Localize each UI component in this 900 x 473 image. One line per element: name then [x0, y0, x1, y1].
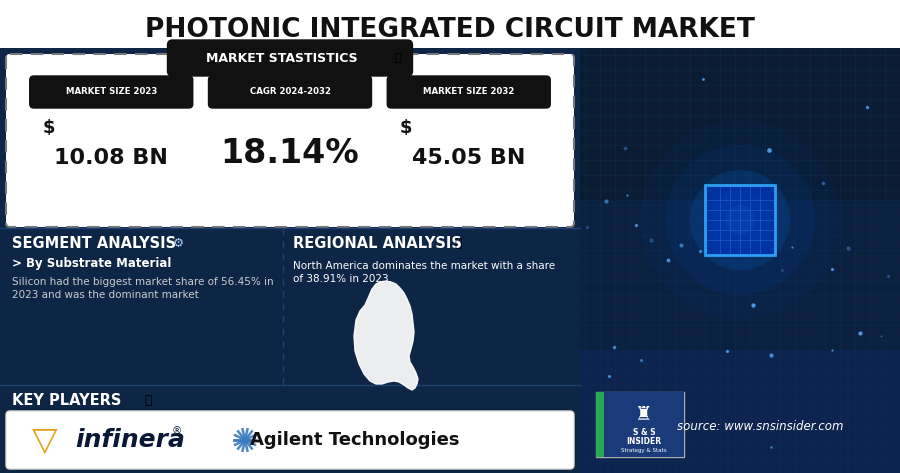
Circle shape [690, 170, 790, 270]
FancyBboxPatch shape [705, 185, 775, 255]
Text: > By Substrate Material: > By Substrate Material [12, 256, 171, 270]
Circle shape [710, 190, 770, 250]
Text: Agilent Technologies: Agilent Technologies [250, 431, 460, 449]
FancyBboxPatch shape [580, 200, 900, 350]
FancyBboxPatch shape [596, 392, 684, 457]
Text: 10.08 BN: 10.08 BN [54, 148, 168, 168]
Text: ♜: ♜ [635, 404, 652, 423]
FancyBboxPatch shape [209, 76, 372, 108]
Text: 📊: 📊 [394, 53, 400, 63]
Text: 45.05 BN: 45.05 BN [412, 148, 526, 168]
Text: Silicon had the biggest market share of 56.45% in: Silicon had the biggest market share of … [12, 277, 274, 287]
Text: source: www.snsinsider.com: source: www.snsinsider.com [677, 420, 843, 433]
FancyBboxPatch shape [580, 48, 900, 473]
FancyBboxPatch shape [596, 392, 604, 457]
Text: North America dominates the market with a share: North America dominates the market with … [293, 261, 555, 271]
Circle shape [725, 205, 755, 235]
Polygon shape [354, 281, 418, 390]
Text: ⚙: ⚙ [173, 236, 184, 249]
Text: CAGR 2024-2032: CAGR 2024-2032 [249, 88, 330, 96]
Text: SEGMENT ANALYSIS: SEGMENT ANALYSIS [12, 236, 176, 251]
FancyBboxPatch shape [30, 76, 193, 108]
Text: S & S: S & S [633, 428, 655, 437]
FancyBboxPatch shape [6, 54, 574, 227]
FancyBboxPatch shape [580, 48, 900, 200]
Text: 🌐: 🌐 [454, 236, 462, 249]
Text: INSIDER: INSIDER [626, 437, 662, 446]
Text: 18.14%: 18.14% [220, 137, 359, 169]
Text: $: $ [42, 119, 55, 137]
FancyBboxPatch shape [387, 76, 550, 108]
Text: MARKET STASTISTICS: MARKET STASTISTICS [206, 52, 358, 64]
Text: KEY PLAYERS: KEY PLAYERS [12, 393, 122, 408]
Text: 👤: 👤 [144, 394, 152, 406]
Circle shape [640, 120, 840, 320]
Text: Strategy & Stats: Strategy & Stats [621, 447, 667, 453]
Text: 2023 and was the dominant market: 2023 and was the dominant market [12, 290, 199, 300]
Text: REGIONAL ANALYSIS: REGIONAL ANALYSIS [293, 236, 462, 251]
Text: MARKET SIZE 2032: MARKET SIZE 2032 [423, 88, 515, 96]
Text: MARKET SIZE 2023: MARKET SIZE 2023 [66, 88, 157, 96]
Text: ®: ® [172, 426, 182, 436]
FancyBboxPatch shape [580, 350, 900, 473]
FancyBboxPatch shape [0, 48, 580, 473]
FancyBboxPatch shape [167, 40, 412, 76]
Text: $: $ [400, 119, 412, 137]
Text: of 38.91% in 2023.: of 38.91% in 2023. [293, 274, 392, 284]
Circle shape [665, 145, 815, 295]
Text: infinera: infinera [75, 428, 184, 452]
FancyBboxPatch shape [6, 411, 574, 469]
Text: ▽: ▽ [32, 423, 58, 456]
FancyBboxPatch shape [604, 392, 684, 457]
Text: PHOTONIC INTEGRATED CIRCUIT MARKET: PHOTONIC INTEGRATED CIRCUIT MARKET [145, 17, 755, 43]
